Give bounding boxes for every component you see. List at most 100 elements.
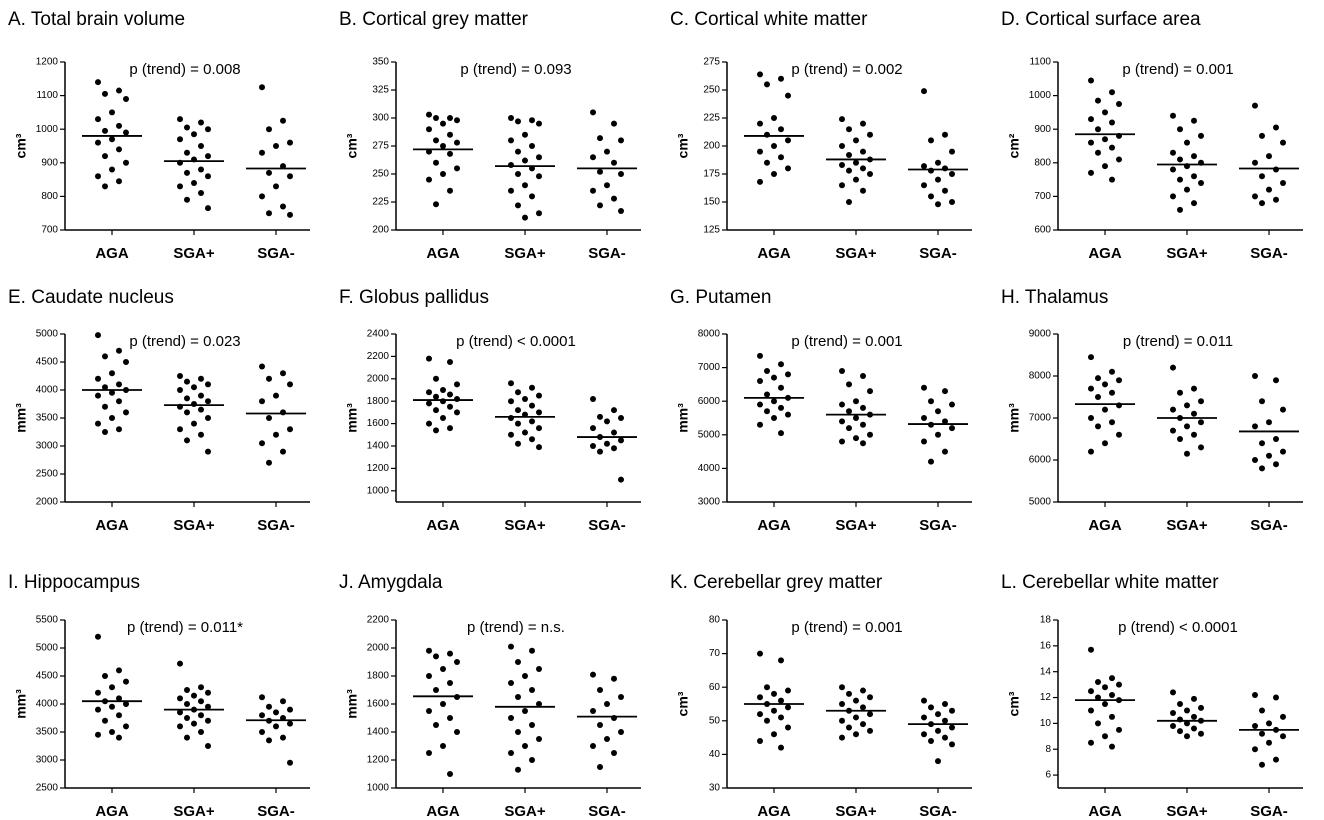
- data-point: [771, 415, 777, 421]
- data-point: [935, 176, 941, 183]
- data-point: [95, 731, 101, 738]
- data-point: [433, 722, 439, 728]
- data-point: [266, 459, 272, 466]
- data-point: [1088, 139, 1094, 146]
- data-point: [1170, 364, 1176, 371]
- y-axis-label: cm³: [675, 691, 691, 716]
- data-point: [280, 448, 286, 455]
- data-point: [123, 409, 129, 416]
- data-point: [536, 425, 542, 432]
- data-point: [440, 743, 446, 749]
- data-point: [1177, 389, 1183, 396]
- x-tick-label: SGA+: [1166, 517, 1208, 534]
- data-point: [839, 701, 845, 707]
- data-point: [109, 109, 115, 116]
- data-point: [191, 156, 197, 163]
- data-point: [273, 723, 279, 730]
- y-tick-label: 800: [41, 191, 58, 202]
- y-tick-label: 1000: [36, 124, 59, 135]
- y-tick-label: 4000: [698, 463, 721, 474]
- data-point: [942, 418, 948, 425]
- data-point: [123, 129, 129, 136]
- y-tick-label: 2500: [36, 783, 59, 794]
- data-point: [440, 701, 446, 707]
- data-point: [273, 709, 279, 716]
- y-axis-label: mm³: [13, 403, 29, 433]
- data-point: [928, 721, 934, 728]
- data-point: [1095, 394, 1101, 400]
- data-point: [597, 168, 603, 175]
- x-tick-label: SGA-: [1250, 517, 1288, 534]
- data-point: [1191, 200, 1197, 207]
- data-point: [95, 706, 101, 713]
- y-tick-label: 6000: [1029, 455, 1052, 466]
- data-point: [116, 87, 122, 94]
- y-tick-label: 1600: [367, 699, 390, 710]
- panel-title: A. Total brain volume: [8, 9, 185, 30]
- data-point: [109, 415, 115, 421]
- data-point: [867, 388, 873, 395]
- data-point: [1273, 166, 1279, 173]
- data-point: [1280, 448, 1286, 455]
- data-point: [757, 352, 763, 359]
- data-point: [1191, 431, 1197, 438]
- data-point: [935, 711, 941, 718]
- y-tick-label: 2000: [367, 373, 390, 384]
- data-point: [1095, 97, 1101, 104]
- data-point: [778, 384, 784, 391]
- data-point: [1198, 444, 1204, 451]
- data-point: [853, 714, 859, 721]
- data-point: [1088, 354, 1094, 361]
- data-point: [778, 404, 784, 411]
- data-point: [839, 717, 845, 724]
- data-point: [757, 711, 763, 718]
- x-tick-label: AGA: [757, 245, 791, 262]
- data-point: [1273, 377, 1279, 384]
- y-tick-label: 1800: [367, 671, 390, 682]
- x-tick-label: SGA-: [1250, 803, 1288, 820]
- data-point: [522, 673, 528, 679]
- y-axis-label: mm³: [344, 689, 360, 719]
- y-tick-label: 2000: [367, 643, 390, 654]
- x-tick-label: SGA-: [257, 245, 295, 262]
- data-point: [447, 391, 453, 398]
- data-point: [1177, 728, 1183, 735]
- data-point: [1095, 694, 1101, 701]
- data-point: [205, 703, 211, 710]
- data-point: [1273, 694, 1279, 701]
- annotation: p (trend) = 0.001: [1122, 61, 1233, 78]
- data-point: [454, 381, 460, 388]
- data-point: [177, 136, 183, 143]
- data-point: [259, 729, 265, 735]
- data-point: [184, 687, 190, 693]
- data-point: [426, 673, 432, 679]
- data-point: [287, 173, 293, 180]
- y-tick-label: 275: [703, 57, 720, 68]
- data-point: [116, 734, 122, 741]
- data-point: [778, 714, 784, 721]
- data-point: [1259, 398, 1265, 405]
- data-point: [515, 729, 521, 735]
- data-point: [123, 701, 129, 707]
- data-point: [853, 398, 859, 405]
- data-point: [1088, 646, 1094, 653]
- data-point: [454, 165, 460, 172]
- data-point: [433, 115, 439, 121]
- data-point: [757, 421, 763, 428]
- data-point: [433, 375, 439, 382]
- data-point: [860, 721, 866, 728]
- data-point: [426, 400, 432, 407]
- data-point: [198, 712, 204, 719]
- data-point: [177, 695, 183, 702]
- y-axis-label: cm³: [344, 133, 360, 158]
- y-tick-label: 5000: [1029, 497, 1052, 508]
- x-tick-label: SGA-: [588, 517, 626, 534]
- annotation: p (trend) = 0.023: [129, 333, 240, 350]
- data-point: [515, 420, 521, 427]
- data-point: [259, 84, 265, 91]
- data-point: [116, 667, 122, 674]
- data-point: [618, 171, 624, 177]
- data-point: [771, 143, 777, 149]
- y-tick-label: 9000: [1029, 329, 1052, 340]
- data-point: [1095, 423, 1101, 430]
